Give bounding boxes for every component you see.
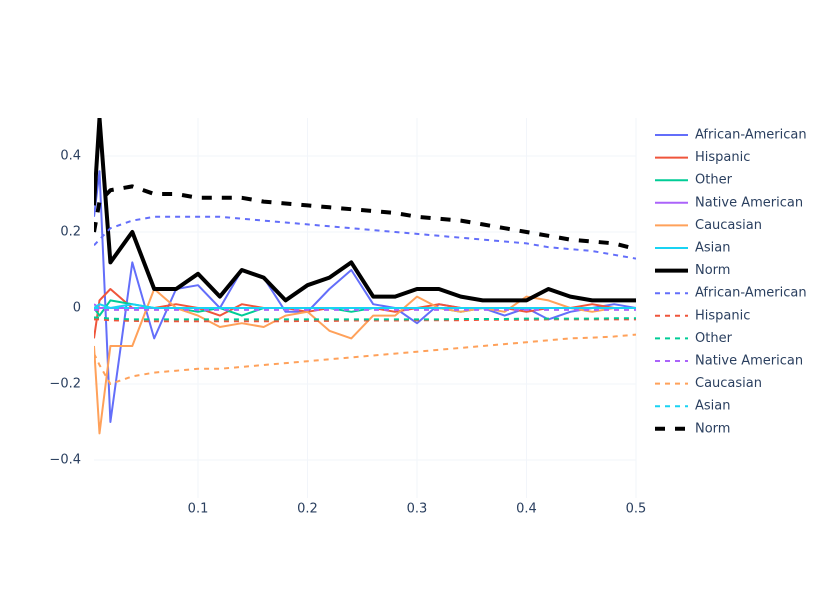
legend-label: Other: [695, 331, 733, 346]
legend-label: Hispanic: [695, 308, 750, 323]
legend-label: African-American: [695, 128, 807, 143]
legend-label: Caucasian: [695, 218, 762, 233]
series-line: [94, 288, 636, 339]
y-tick-label: −0.4: [49, 453, 81, 468]
y-tick-label: −0.2: [49, 377, 81, 392]
legend-label: Other: [695, 173, 733, 188]
x-tick-label: 0.3: [407, 502, 428, 517]
legend-label: African-American: [695, 286, 807, 301]
legend-label: Asian: [695, 399, 730, 414]
series-line: [94, 184, 636, 252]
legend-label: Hispanic: [695, 150, 750, 165]
series-line: [94, 170, 636, 423]
legend: African-American Hispanic Other Native Amer…: [655, 128, 807, 436]
legend-label: Norm: [695, 421, 730, 436]
series-line: [94, 316, 636, 321]
legend-label: Native American: [695, 354, 803, 369]
y-tick-label: 0: [73, 301, 81, 316]
legend-label: Norm: [695, 263, 730, 278]
y-tick-label: 0.2: [60, 225, 81, 240]
y-tick-label: 0.4: [60, 149, 81, 164]
x-tick-label: 0.2: [297, 502, 318, 517]
labels: −0.4 −0.2 0 0.2 0.4 0.1 0.2 0.3 0.4 0.5: [49, 149, 646, 517]
x-tick-label: 0.5: [626, 502, 647, 517]
plot-lines: [94, 118, 636, 435]
x-tick-label: 0.4: [516, 502, 537, 517]
x-tick-label: 0.1: [188, 502, 209, 517]
legend-label: Caucasian: [695, 376, 762, 391]
series-line: [94, 215, 636, 260]
series-line: [94, 303, 636, 309]
legend-label: Native American: [695, 195, 803, 210]
series-line: [94, 333, 636, 385]
series-line: [94, 118, 636, 303]
legend-label: Asian: [695, 241, 730, 256]
series-line: [94, 288, 636, 435]
